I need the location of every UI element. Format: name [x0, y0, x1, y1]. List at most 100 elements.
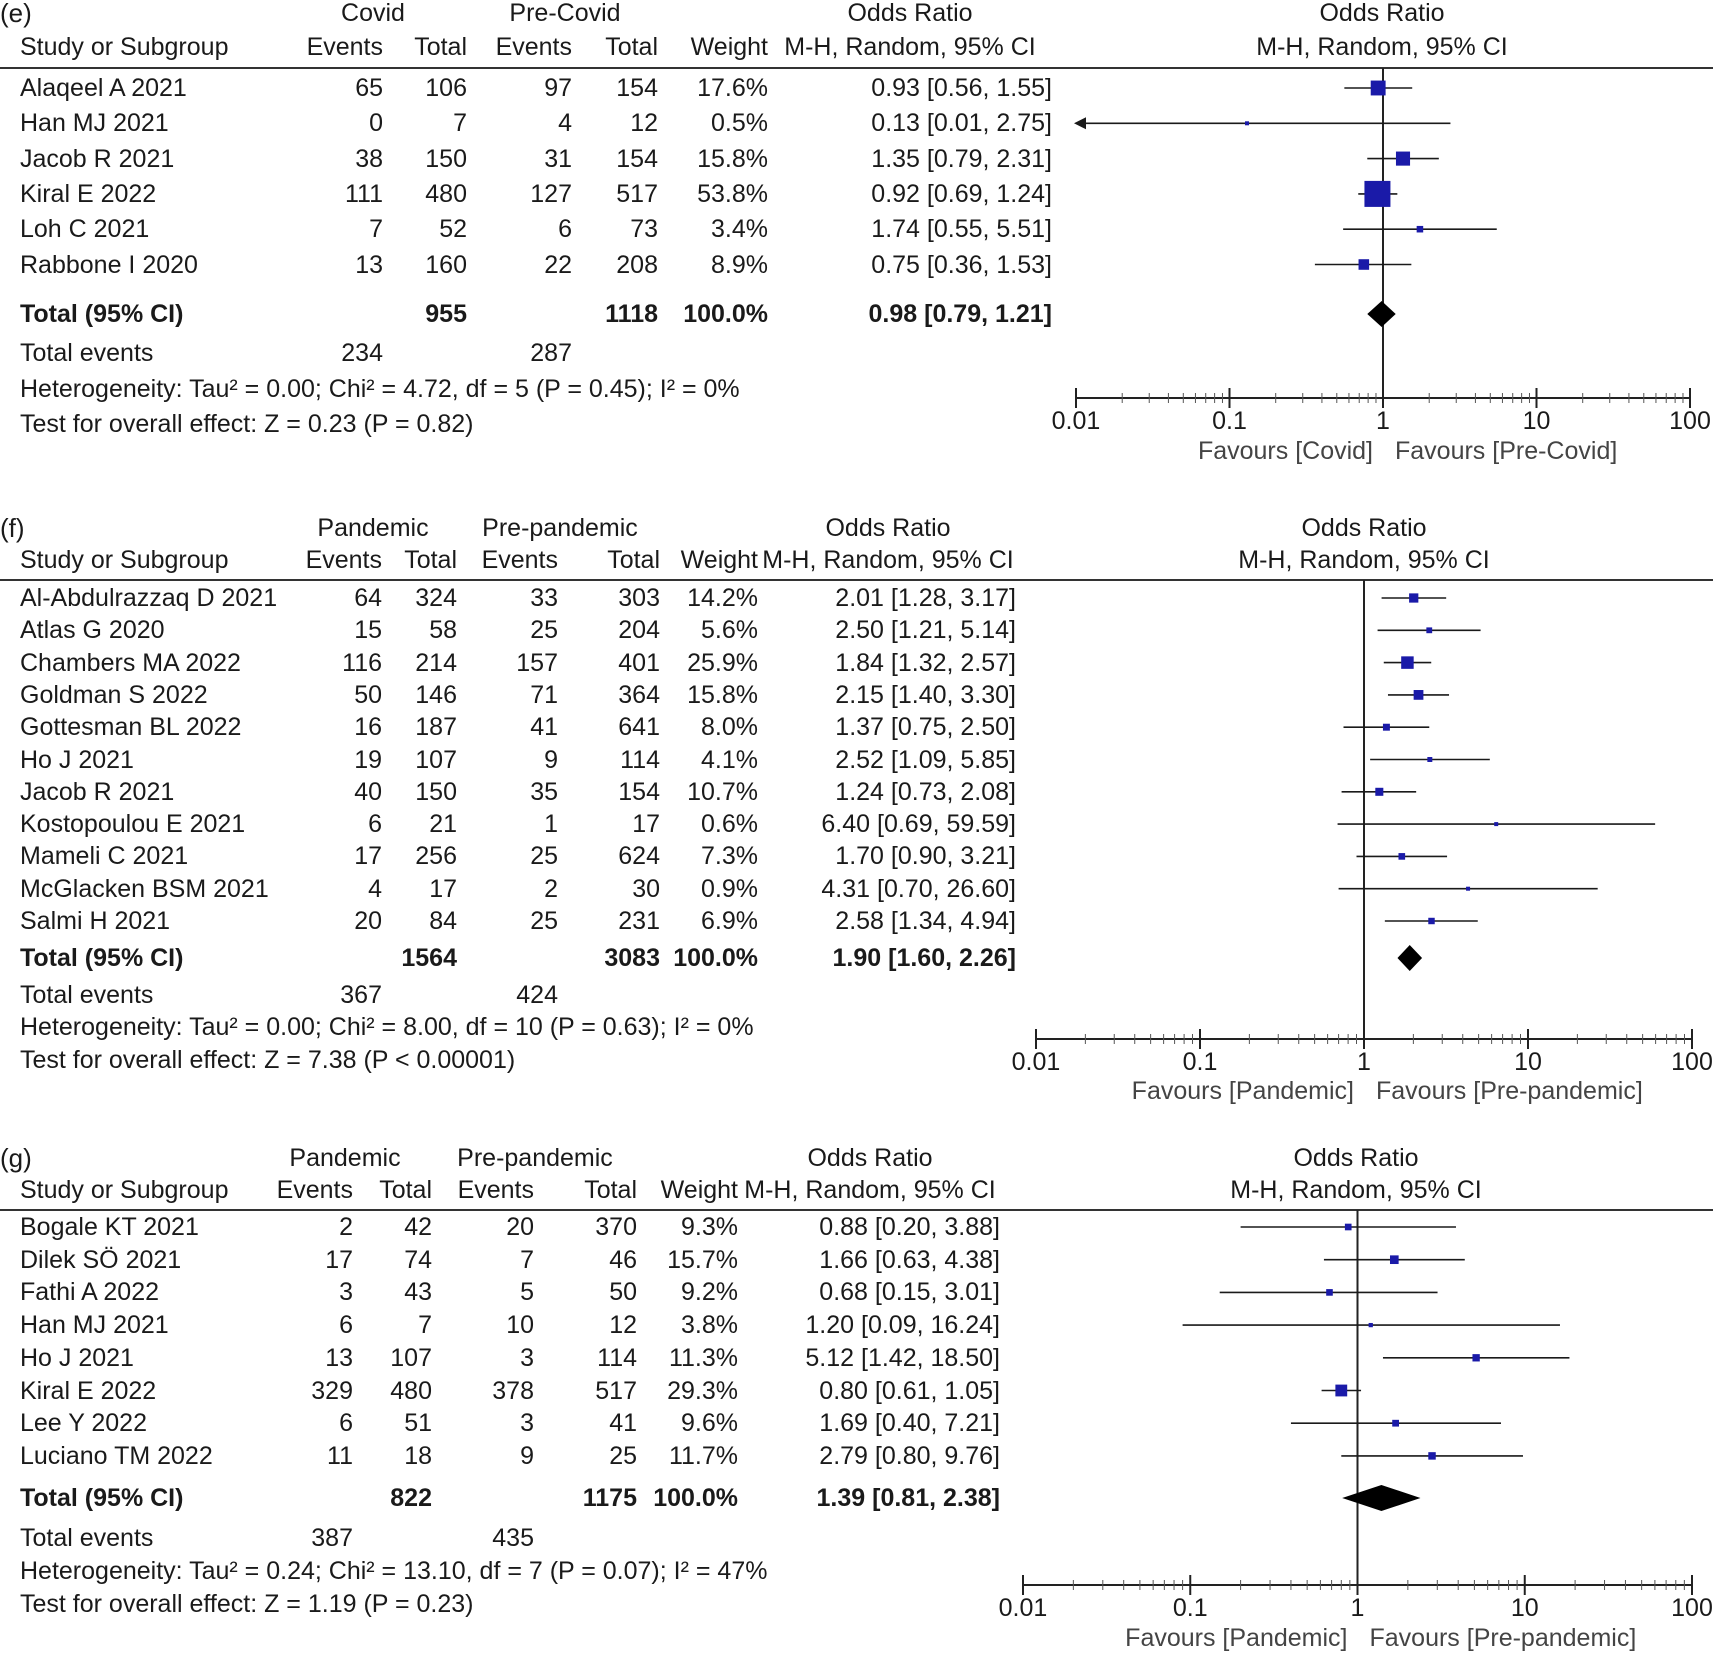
study-ci: 2.58 [1.34, 4.94]: [835, 906, 1016, 936]
study-total1: 160: [425, 250, 467, 280]
study-weight: 17.6%: [697, 73, 768, 103]
overall-effect-text: Test for overall effect: Z = 0.23 (P = 0…: [20, 409, 473, 439]
total-events1: 234: [341, 338, 383, 368]
study-events1: 7: [369, 214, 383, 244]
pooled-diamond: [1342, 1485, 1420, 1511]
favours-left-label: Favours [Covid]: [1198, 436, 1373, 466]
study-weight: 8.0%: [701, 712, 758, 742]
heterogeneity-text: Heterogeneity: Tau² = 0.00; Chi² = 8.00,…: [20, 1012, 754, 1042]
study-total2: 641: [618, 712, 660, 742]
study-total2: 114: [620, 745, 660, 775]
study-total2: 73: [630, 214, 658, 244]
study-events2: 1: [544, 809, 558, 839]
study-total1: 150: [415, 777, 457, 807]
study-events1: 40: [354, 777, 382, 807]
study-weight: 9.6%: [681, 1408, 738, 1438]
effect-square: [1375, 788, 1383, 796]
study-total1: 214: [415, 648, 457, 678]
study-events1: 4: [368, 874, 382, 904]
favours-right-label: Favours [Pre-Covid]: [1395, 436, 1617, 466]
study-ci: 1.69 [0.40, 7.21]: [819, 1408, 1000, 1438]
study-events2: 6: [558, 214, 572, 244]
events2-col-header: Events: [496, 32, 572, 62]
study-name: Bogale KT 2021: [20, 1212, 199, 1242]
study-total1: 18: [404, 1441, 432, 1471]
study-weight: 5.6%: [701, 615, 758, 645]
method-plot-header: M-H, Random, 95% CI: [1056, 1175, 1656, 1205]
effect-square: [1245, 121, 1249, 125]
study-weight: 0.9%: [701, 874, 758, 904]
study-ci: 2.52 [1.09, 5.85]: [835, 745, 1016, 775]
study-ci: 0.92 [0.69, 1.24]: [871, 179, 1052, 209]
study-ci: 1.20 [0.09, 16.24]: [805, 1310, 1000, 1340]
or-plot-header: Odds Ratio: [1056, 1143, 1656, 1173]
study-events2: 7: [520, 1245, 534, 1275]
study-total2: 154: [616, 73, 658, 103]
study-weight: 0.6%: [701, 809, 758, 839]
study-name: Han MJ 2021: [20, 1310, 169, 1340]
total-events-label: Total events: [20, 1523, 153, 1553]
study-name: Al-Abdulrazzaq D 2021: [20, 583, 277, 613]
study-events2: 4: [558, 108, 572, 138]
study-total2: 517: [616, 179, 658, 209]
study-ci: 2.79 [0.80, 9.76]: [819, 1441, 1000, 1471]
study-events2: 25: [530, 906, 558, 936]
overall-effect-text: Test for overall effect: Z = 7.38 (P < 0…: [20, 1045, 515, 1075]
favours-left-label: Favours [Pandemic]: [1132, 1076, 1354, 1106]
study-events2: 31: [544, 144, 572, 174]
study-events1: 3: [339, 1277, 353, 1307]
study-ci: 2.50 [1.21, 5.14]: [835, 615, 1016, 645]
total-weight: 100.0%: [683, 299, 768, 329]
study-name: McGlacken BSM 2021: [20, 874, 269, 904]
study-events1: 329: [311, 1376, 353, 1406]
study-total1: 58: [429, 615, 457, 645]
study-total2: 46: [609, 1245, 637, 1275]
total-events1: 367: [340, 980, 382, 1010]
total-ci: 1.39 [0.81, 2.38]: [817, 1483, 1000, 1513]
study-events2: 9: [544, 745, 558, 775]
study-weight: 11.3%: [669, 1343, 738, 1373]
study-events2: 71: [530, 680, 558, 710]
total-label: Total (95% CI): [20, 299, 183, 329]
total-weight: 100.0%: [653, 1483, 738, 1513]
study-name: Han MJ 2021: [20, 108, 169, 138]
total-weight: 100.0%: [673, 943, 758, 973]
study-total2: 12: [630, 108, 658, 138]
effect-square: [1335, 1385, 1347, 1397]
total-ci: 0.98 [0.79, 1.21]: [869, 299, 1052, 329]
study-total1: 21: [429, 809, 457, 839]
total-n1: 955: [425, 299, 467, 329]
study-ci: 1.37 [0.75, 2.50]: [835, 712, 1016, 742]
study-events2: 41: [530, 712, 558, 742]
study-total2: 154: [618, 777, 660, 807]
study-total1: 146: [415, 680, 457, 710]
study-weight: 29.3%: [667, 1376, 738, 1406]
panel-label: (f): [0, 513, 25, 543]
total-label: Total (95% CI): [20, 1483, 183, 1513]
total-events2: 287: [530, 338, 572, 368]
x-tick-label: 100: [1392, 1047, 1713, 1077]
effect-square: [1390, 1255, 1399, 1264]
method-plot-header: M-H, Random, 95% CI: [1082, 32, 1682, 62]
effect-square: [1392, 1420, 1399, 1427]
study-total1: 256: [415, 841, 457, 871]
study-total1: 480: [425, 179, 467, 209]
study-ci: 0.75 [0.36, 1.53]: [871, 250, 1052, 280]
study-ci: 0.80 [0.61, 1.05]: [819, 1376, 1000, 1406]
events2-col-header: Events: [458, 1175, 534, 1205]
total-n2: 1118: [605, 299, 658, 329]
effect-square: [1472, 1354, 1479, 1361]
study-ci: 0.93 [0.56, 1.55]: [871, 73, 1052, 103]
study-events1: 17: [325, 1245, 353, 1275]
effect-square: [1401, 656, 1413, 668]
total-n2: 1175: [583, 1483, 637, 1513]
events1-col-header: Events: [277, 1175, 353, 1205]
study-events2: 10: [506, 1310, 534, 1340]
effect-square: [1494, 822, 1498, 826]
study-total1: 7: [453, 108, 467, 138]
favours-left-label: Favours [Pandemic]: [1125, 1623, 1347, 1653]
study-total1: 107: [415, 745, 457, 775]
study-total1: 107: [390, 1343, 432, 1373]
study-total1: 324: [415, 583, 457, 613]
study-events2: 127: [530, 179, 572, 209]
